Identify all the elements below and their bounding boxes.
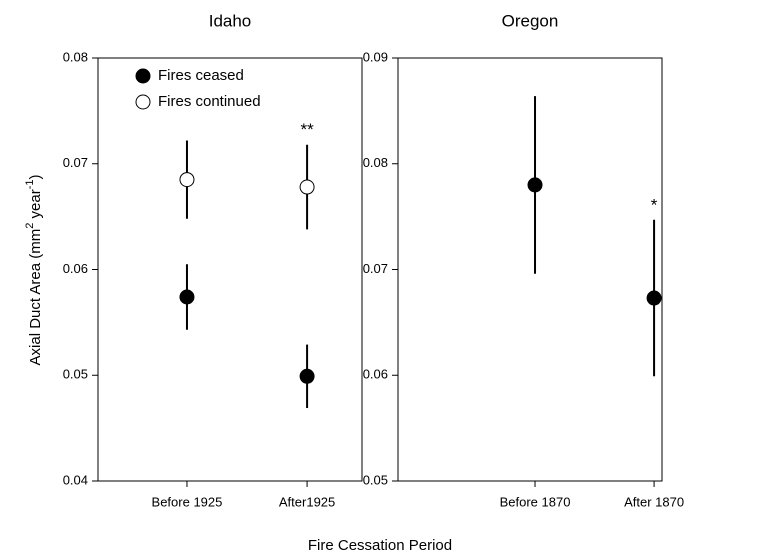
y-label-part: -1 — [24, 180, 36, 190]
y-label-part: ) — [27, 175, 44, 180]
point — [646, 290, 662, 306]
point — [179, 172, 195, 188]
point — [179, 289, 195, 305]
x-tick-label: After 1870 — [624, 494, 684, 509]
y-tick-label: 0.07 — [363, 261, 388, 276]
y-tick-label: 0.05 — [363, 472, 388, 487]
x-tick-label: Before 1925 — [152, 494, 223, 509]
plot-frame — [397, 57, 663, 482]
panel-title: Idaho — [209, 11, 252, 30]
plot-frame — [97, 57, 363, 482]
y-tick-label: 0.06 — [363, 367, 388, 382]
y-tick-label: 0.06 — [63, 261, 88, 276]
y-label-part: year — [27, 189, 44, 222]
y-label-part: Axial Duct Area (mm — [27, 229, 44, 366]
legend-label: Fires ceased — [158, 67, 244, 84]
y-axis-label: Axial Duct Area (mm2 year-1) — [24, 175, 44, 366]
point — [299, 368, 315, 384]
y-tick-label: 0.07 — [63, 155, 88, 170]
annotation: * — [651, 195, 658, 214]
x-tick-label: After1925 — [279, 494, 335, 509]
y-tick-label: 0.08 — [63, 49, 88, 64]
y-tick-label: 0.09 — [363, 49, 388, 64]
y-tick-label: 0.05 — [63, 367, 88, 382]
y-tick-label: 0.04 — [63, 472, 88, 487]
legend-marker — [135, 68, 151, 84]
annotation: ** — [300, 120, 314, 139]
legend-label: Fires continued — [158, 93, 261, 110]
point — [299, 179, 315, 195]
legend-marker — [135, 94, 151, 110]
x-tick-label: Before 1870 — [500, 494, 571, 509]
x-axis-label: Fire Cessation Period — [308, 537, 452, 554]
panel-title: Oregon — [502, 11, 559, 30]
point — [527, 177, 543, 193]
y-tick-label: 0.08 — [363, 155, 388, 170]
y-label-part: 2 — [24, 223, 36, 229]
